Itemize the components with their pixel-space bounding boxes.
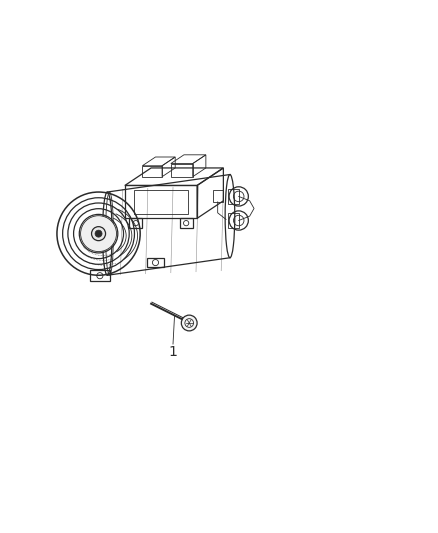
Bar	[228, 189, 239, 204]
Bar	[134, 190, 188, 214]
Bar	[142, 166, 162, 177]
Bar	[171, 164, 193, 177]
Circle shape	[181, 315, 197, 331]
Bar	[147, 258, 164, 268]
Text: 1: 1	[169, 345, 177, 359]
Bar	[213, 190, 223, 202]
Bar	[228, 213, 239, 229]
Circle shape	[95, 230, 102, 237]
Circle shape	[92, 227, 106, 241]
Circle shape	[81, 216, 117, 252]
